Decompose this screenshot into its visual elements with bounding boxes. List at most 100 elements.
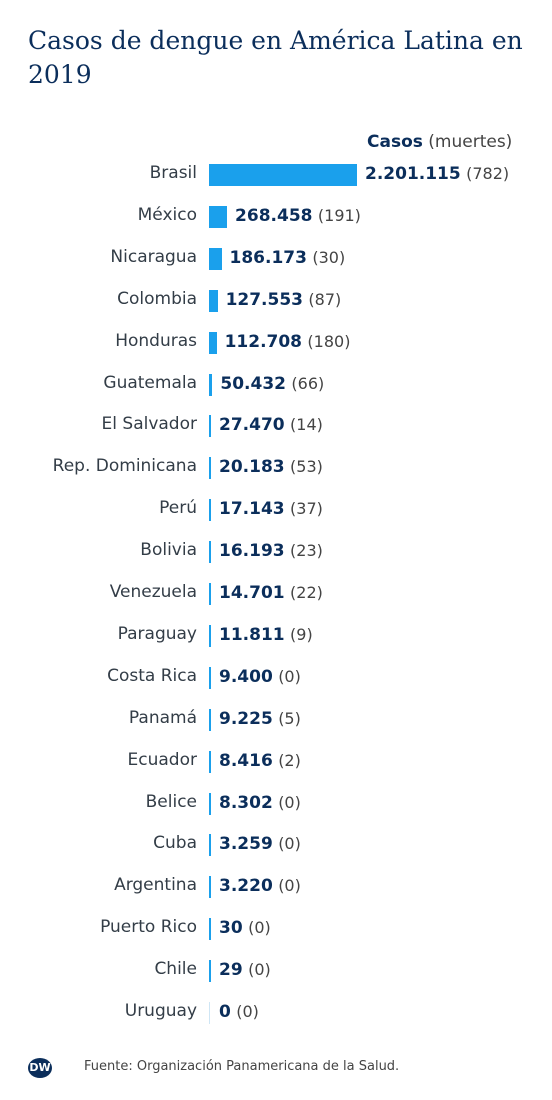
bar bbox=[209, 164, 357, 186]
bar bbox=[209, 792, 211, 815]
value-label: 8.302 (0) bbox=[219, 793, 301, 813]
cases-value: 9.400 bbox=[219, 666, 273, 687]
footer: DW Fuente: Organización Panamericana de … bbox=[28, 1056, 528, 1084]
value-label: 186.173 (30) bbox=[230, 248, 346, 268]
value-label: 127.553 (87) bbox=[226, 290, 342, 310]
bar bbox=[209, 750, 211, 773]
cases-value: 29 bbox=[219, 960, 243, 981]
chart-row: Guatemala 50.432 (66) bbox=[0, 364, 552, 406]
value-label: 0 (0) bbox=[219, 1002, 259, 1022]
value-label: 9.400 (0) bbox=[219, 667, 301, 687]
legend: Casos (muertes) bbox=[367, 132, 512, 152]
cases-value: 8.302 bbox=[219, 792, 273, 813]
chart-row: Nicaragua 186.173 (30) bbox=[0, 238, 552, 280]
chart-row: Rep. Dominicana 20.183 (53) bbox=[0, 447, 552, 489]
chart-row: Uruguay 0 (0) bbox=[0, 992, 552, 1034]
deaths-value: (87) bbox=[308, 289, 342, 309]
cases-value: 20.183 bbox=[219, 457, 285, 478]
value-label: 29 (0) bbox=[219, 960, 271, 980]
bar bbox=[209, 415, 211, 438]
bar bbox=[209, 289, 218, 312]
deaths-value: (180) bbox=[307, 331, 351, 351]
value-label: 30 (0) bbox=[219, 918, 271, 938]
chart-row: Puerto Rico 30 (0) bbox=[0, 908, 552, 950]
cases-value: 3.259 bbox=[219, 834, 273, 855]
deaths-value: (5) bbox=[278, 708, 301, 728]
cases-value: 2.201.115 bbox=[365, 164, 461, 184]
category-label: Argentina bbox=[114, 875, 197, 896]
cases-value: 16.193 bbox=[219, 541, 285, 562]
deaths-value: (9) bbox=[290, 624, 313, 644]
value-label: 3.220 (0) bbox=[219, 876, 301, 896]
category-label: Puerto Rico bbox=[100, 917, 197, 938]
bar bbox=[209, 918, 211, 941]
bar bbox=[209, 373, 213, 396]
chart-row: Panamá 9.225 (5) bbox=[0, 699, 552, 741]
cases-value: 186.173 bbox=[229, 247, 307, 268]
value-label: 16.193 (23) bbox=[219, 541, 323, 561]
deaths-value: (782) bbox=[466, 164, 510, 183]
cases-value: 112.708 bbox=[224, 331, 303, 352]
value-label: 112.708 (180) bbox=[225, 332, 351, 352]
deaths-value: (0) bbox=[278, 834, 301, 854]
deaths-value: (37) bbox=[290, 499, 323, 519]
chart-row: Argentina 3.220 (0) bbox=[0, 866, 552, 908]
chart-row: El Salvador 27.470 (14) bbox=[0, 405, 552, 447]
deaths-value: (0) bbox=[236, 1002, 259, 1021]
category-label: Costa Rica bbox=[107, 665, 197, 686]
bar bbox=[209, 876, 211, 899]
cases-value: 9.225 bbox=[219, 708, 273, 729]
cases-value: 127.553 bbox=[225, 289, 303, 310]
chart-row: Honduras 112.708 (180) bbox=[0, 322, 552, 364]
category-label: Colombia bbox=[117, 288, 197, 309]
value-label: 11.811 (9) bbox=[219, 625, 313, 645]
bar bbox=[209, 960, 211, 983]
category-label: El Salvador bbox=[101, 414, 197, 435]
value-label: 50.432 (66) bbox=[220, 374, 324, 394]
category-label: Guatemala bbox=[103, 372, 197, 393]
bar bbox=[209, 708, 211, 731]
category-label: Belice bbox=[145, 791, 197, 812]
cases-value: 0 bbox=[219, 1002, 231, 1022]
chart-row: Bolivia 16.193 (23) bbox=[0, 531, 552, 573]
cases-value: 3.220 bbox=[219, 876, 273, 897]
category-label: Nicaragua bbox=[110, 246, 197, 267]
value-label: 14.701 (22) bbox=[219, 583, 323, 603]
category-label: Ecuador bbox=[127, 749, 197, 770]
value-label: 268.458 (191) bbox=[235, 206, 361, 226]
value-label: 2.201.115 (782) bbox=[365, 164, 509, 184]
bar bbox=[209, 624, 211, 647]
chart-row: Paraguay 11.811 (9) bbox=[0, 615, 552, 657]
chart-row: Chile 29 (0) bbox=[0, 950, 552, 992]
deaths-value: (191) bbox=[317, 205, 361, 225]
category-label: Perú bbox=[159, 498, 197, 519]
cases-value: 30 bbox=[219, 918, 243, 939]
chart-row: Colombia 127.553 (87) bbox=[0, 280, 552, 322]
chart-row: Perú 17.143 (37) bbox=[0, 489, 552, 531]
bar bbox=[209, 541, 211, 564]
deaths-value: (0) bbox=[278, 876, 301, 896]
dw-logo-icon: DW bbox=[28, 1058, 52, 1078]
chart-row: México 268.458 (191) bbox=[0, 196, 552, 238]
value-label: 17.143 (37) bbox=[219, 499, 323, 519]
deaths-value: (14) bbox=[290, 415, 323, 435]
cases-value: 14.701 bbox=[219, 583, 285, 603]
bar bbox=[209, 205, 228, 228]
deaths-value: (23) bbox=[290, 541, 323, 561]
chart-title: Casos de dengue en América Latina en 201… bbox=[28, 26, 523, 89]
bar bbox=[209, 1002, 210, 1024]
chart-row: Costa Rica 9.400 (0) bbox=[0, 657, 552, 699]
source-note: Fuente: Organización Panamericana de la … bbox=[84, 1059, 400, 1074]
deaths-value: (66) bbox=[291, 373, 325, 393]
bar bbox=[209, 247, 222, 270]
category-label: México bbox=[137, 204, 197, 225]
bar bbox=[209, 331, 217, 354]
category-label: Uruguay bbox=[124, 1001, 197, 1021]
chart-row: Belice 8.302 (0) bbox=[0, 783, 552, 825]
bar bbox=[209, 457, 211, 480]
category-label: Venezuela bbox=[109, 582, 197, 602]
value-label: 3.259 (0) bbox=[219, 834, 301, 854]
cases-value: 11.811 bbox=[219, 624, 285, 645]
category-label: Bolivia bbox=[140, 540, 197, 561]
deaths-value: (0) bbox=[278, 792, 301, 812]
